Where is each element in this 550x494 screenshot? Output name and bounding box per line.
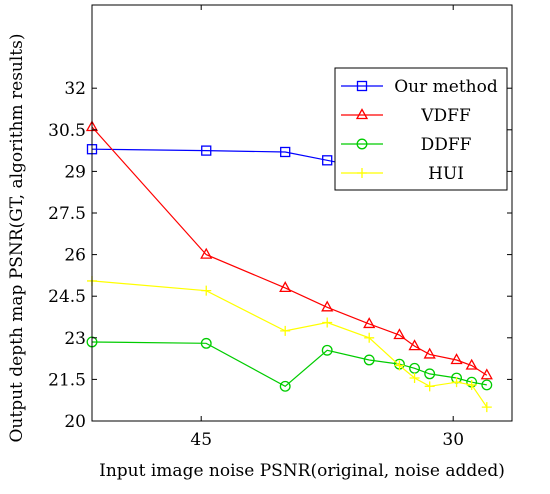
series-line-vdff <box>91 126 488 376</box>
data-point-vdff <box>321 300 334 312</box>
data-point-vdff <box>465 358 478 370</box>
x-axis-title: Input image noise PSNR(original, noise a… <box>99 461 505 481</box>
data-point-ddff <box>363 354 375 366</box>
data-point-vdff <box>408 339 421 351</box>
series-vdff <box>85 120 493 380</box>
legend-item-our-method: Our method <box>341 77 498 97</box>
data-point-hui <box>364 332 375 343</box>
data-point-ddff <box>279 380 291 392</box>
data-point-vdff <box>480 368 493 380</box>
data-point-ddff <box>321 344 333 356</box>
data-point-our-method <box>201 145 212 156</box>
data-point-ddff <box>481 379 493 391</box>
data-point-vdff <box>393 328 406 340</box>
series-ddff <box>86 336 493 392</box>
y-tick-label: 23 <box>64 329 86 349</box>
legend-label-hui: HUI <box>428 164 464 184</box>
data-point-vdff <box>423 347 436 359</box>
legend: Our method VDFF DDFF HUI <box>334 67 508 191</box>
data-point-our-method <box>280 146 291 158</box>
y-tick-label: 26 <box>64 246 86 266</box>
data-point-hui <box>322 317 333 328</box>
legend-items: Our method VDFF DDFF HUI <box>341 77 498 184</box>
data-point-hui <box>466 379 477 390</box>
data-point-our-method <box>322 155 333 166</box>
data-point-vdff <box>363 317 376 329</box>
data-point-hui <box>481 402 492 413</box>
data-point-hui <box>201 285 212 296</box>
legend-marker-our-method <box>356 80 368 92</box>
legend-item-hui: HUI <box>341 164 464 184</box>
legend-label-vdff: VDFF <box>420 106 471 126</box>
axes-layer: 20 21.5 23 24.5 26 27.5 29 30.5 32 45 30 <box>48 5 512 450</box>
legend-marker-hui <box>357 168 367 178</box>
data-point-vdff <box>200 247 213 259</box>
data-point-hui <box>394 360 405 371</box>
y-tick-label: 21.5 <box>48 370 86 390</box>
data-point-hui <box>424 381 435 392</box>
y-tick-label: 30.5 <box>48 121 86 141</box>
y-tick-label: 27.5 <box>48 204 86 224</box>
data-point-vdff <box>279 281 292 293</box>
legend-box <box>334 67 508 191</box>
x-tick-label: 30 <box>442 430 464 450</box>
series-line-ddff <box>91 341 487 388</box>
y-axis-title: Output depth map PSNR(GT, algorithm resu… <box>7 34 27 443</box>
data-point-hui <box>280 325 291 336</box>
legend-label-ddff: DDFF <box>421 135 472 155</box>
y-tick-label: 29 <box>64 162 86 182</box>
legend-item-vdff: VDFF <box>341 106 471 126</box>
data-point-ddff <box>424 368 436 380</box>
y-tick-label: 24.5 <box>48 287 86 307</box>
y-tick-label: 32 <box>64 79 86 99</box>
y-tick-label: 20 <box>64 412 86 432</box>
legend-marker-vdff <box>355 108 369 120</box>
data-point-ddff <box>200 337 212 349</box>
legend-item-ddff: DDFF <box>341 135 472 155</box>
legend-label-our-method: Our method <box>394 77 498 97</box>
x-tick-label: 45 <box>190 430 212 450</box>
legend-marker-ddff <box>356 138 368 150</box>
series-hui <box>87 275 492 413</box>
data-point-vdff <box>450 353 463 365</box>
data-point-hui <box>409 373 420 384</box>
data-point-hui <box>451 377 462 388</box>
